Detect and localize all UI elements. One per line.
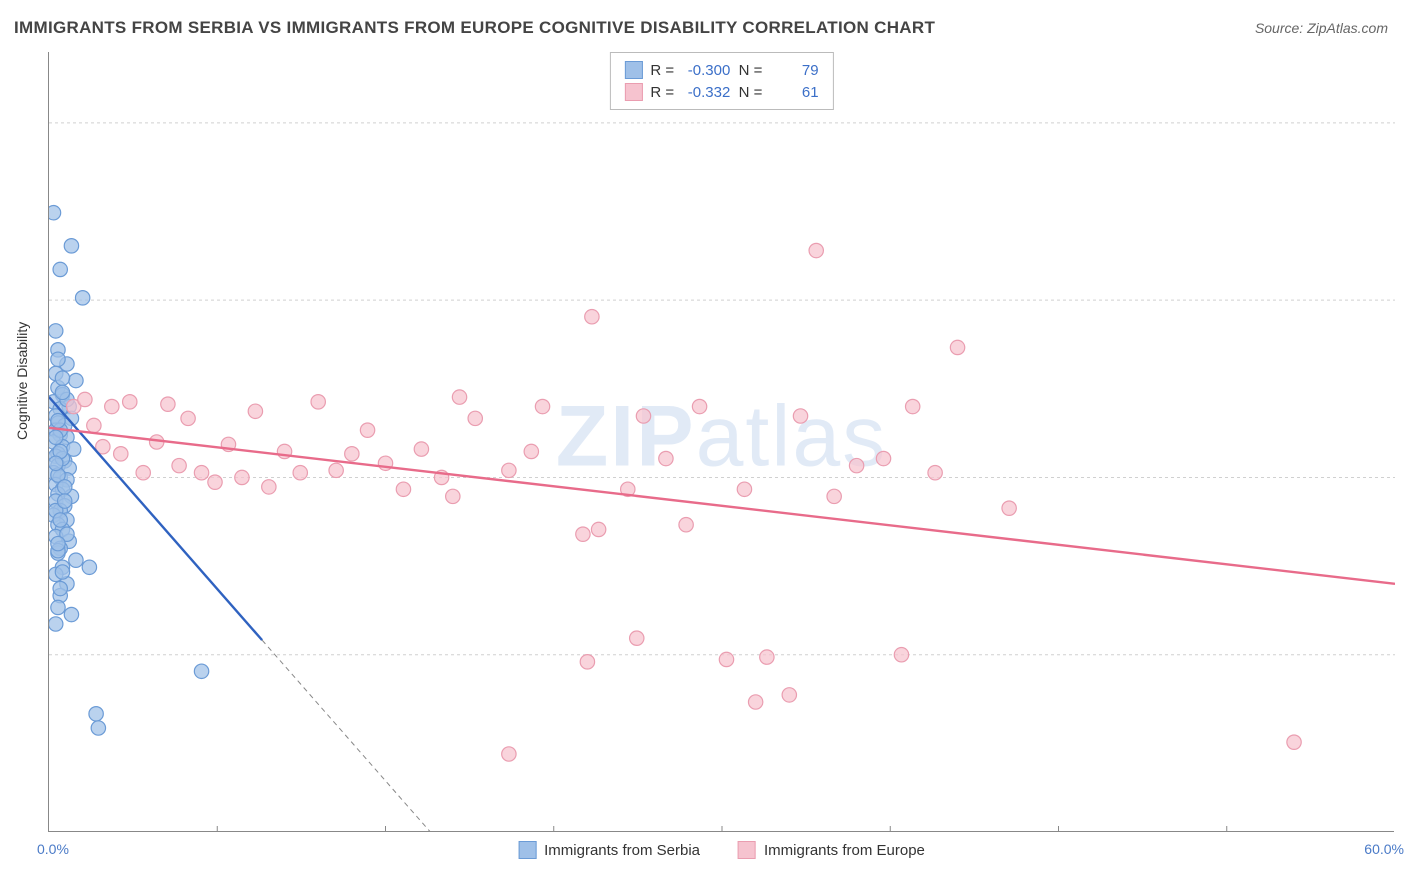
y-axis-label: Cognitive Disability	[14, 322, 30, 440]
legend-row-serbia: R = -0.300 N = 79	[624, 59, 818, 81]
series-legend: Immigrants from Serbia Immigrants from E…	[518, 841, 925, 859]
source-attribution: Source: ZipAtlas.com	[1255, 20, 1388, 36]
legend-item-europe: Immigrants from Europe	[738, 841, 925, 859]
x-tick-min: 0.0%	[37, 841, 69, 857]
r-value-europe: -0.332	[678, 84, 730, 101]
legend-label-europe: Immigrants from Europe	[764, 842, 925, 859]
r-value-serbia: -0.300	[678, 62, 730, 79]
legend-label-serbia: Immigrants from Serbia	[544, 842, 700, 859]
n-value-serbia: 79	[767, 62, 819, 79]
swatch-europe	[624, 83, 642, 101]
y-tick-label: 22.5%	[1398, 291, 1406, 307]
x-tick-max: 60.0%	[1364, 841, 1404, 857]
swatch-europe-bottom	[738, 841, 756, 859]
scatter-svg	[49, 52, 1395, 832]
y-tick-label: 7.5%	[1398, 646, 1406, 662]
correlation-legend: R = -0.300 N = 79 R = -0.332 N = 61	[609, 52, 833, 110]
chart-container: IMMIGRANTS FROM SERBIA VS IMMIGRANTS FRO…	[0, 0, 1406, 892]
legend-item-serbia: Immigrants from Serbia	[518, 841, 700, 859]
stats-europe: R = -0.332 N = 61	[650, 84, 818, 101]
stats-serbia: R = -0.300 N = 79	[650, 62, 818, 79]
chart-title: IMMIGRANTS FROM SERBIA VS IMMIGRANTS FRO…	[14, 18, 935, 38]
y-tick-label: 15.0%	[1398, 468, 1406, 484]
n-value-europe: 61	[767, 84, 819, 101]
legend-row-europe: R = -0.332 N = 61	[624, 81, 818, 103]
y-tick-label: 30.0%	[1398, 114, 1406, 130]
plot-area: ZIPatlas R = -0.300 N = 79 R = -0.332 N …	[48, 52, 1394, 832]
swatch-serbia-bottom	[518, 841, 536, 859]
swatch-serbia	[624, 61, 642, 79]
